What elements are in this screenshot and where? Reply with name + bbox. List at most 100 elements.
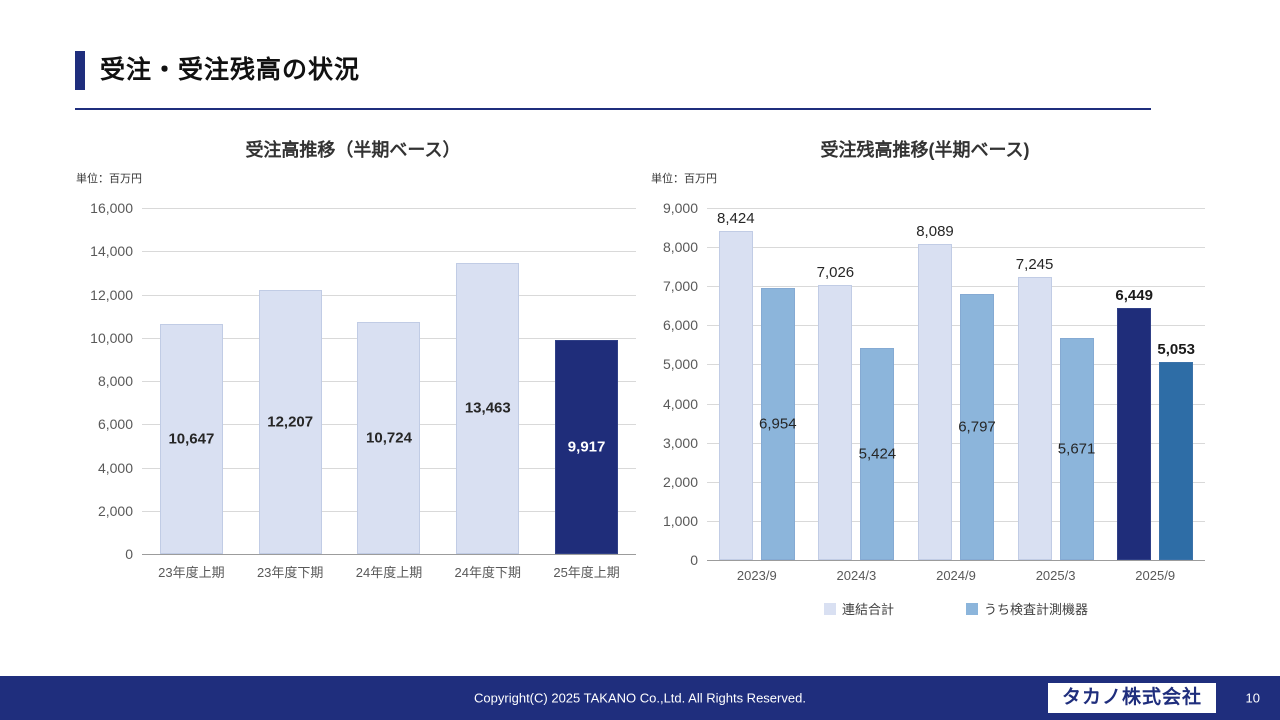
bar: 5,671 [1057, 338, 1096, 560]
bar: 10,647 [159, 323, 223, 554]
y-axis-tick-label: 1,000 [662, 512, 698, 529]
category-slot: 13,463 [438, 208, 537, 554]
bar: 9,917 [555, 339, 619, 554]
y-axis-tick-label: 2,000 [97, 502, 133, 519]
y-axis-tick-label: 2,000 [662, 473, 698, 490]
footer-bar: Copyright(C) 2025 TAKANO Co.,Ltd. All Ri… [0, 676, 1280, 720]
bars-area: 10,647 12,207 10,724 13,463 9,917 [142, 208, 636, 554]
x-axis-category-label: 24年度下期 [454, 565, 522, 580]
legend-swatch [966, 602, 978, 615]
x-axis-category-label: 2024/9 [936, 568, 976, 583]
gridline [707, 442, 1205, 444]
bar-value-label: 5,671 [1057, 440, 1096, 458]
x-axis-category-label: 25年度上期 [553, 565, 620, 580]
bar-value-label: 7,026 [816, 264, 855, 282]
bar: 6,449 [1115, 287, 1153, 560]
category-slot: 10,724 [340, 208, 439, 554]
bar-value-label: 10,647 [168, 430, 215, 448]
category-slot: 8,424 6,954 [707, 208, 807, 560]
unit-label-backlog: 単位：百万円 [651, 173, 717, 185]
bar-value-label: 5,053 [1157, 341, 1195, 359]
gridline [707, 364, 1205, 366]
gridline [142, 208, 636, 209]
plot-area-backlog: 9,000 8,000 7,000 6,000 5,000 4,000 3,000 2,000… [663, 200, 1205, 568]
y-axis-tick-label: 4,000 [662, 395, 698, 412]
chart-title-backlog: 受注残高推移(半期ベース) [820, 140, 1030, 160]
bar-value-label: 8,089 [916, 222, 954, 240]
bar-value-label: 8,424 [717, 209, 755, 227]
category-slot: 7,026 5,424 [807, 208, 907, 560]
bar-value-label: 12,207 [267, 413, 314, 431]
title-accent-bar [75, 51, 85, 90]
bar-value-label: 6,954 [759, 415, 797, 433]
gridline [707, 481, 1205, 483]
bar: 6,954 [759, 288, 797, 560]
gridline [707, 208, 1205, 209]
chart-legend: 連結合計 うち検査計測機器 [707, 599, 1205, 618]
gridline [707, 247, 1205, 249]
category-slot: 7,245 5,671 [1006, 208, 1106, 560]
y-axis-tick-label: 14,000 [90, 243, 133, 260]
bar: 5,424 [859, 347, 896, 560]
category-slot: 8,089 6,797 [906, 208, 1006, 560]
bar-value-label: 13,463 [464, 399, 511, 417]
bar-value-label: 9,917 [567, 438, 606, 456]
plot-area-orders: 16,000 14,000 12,000 10,000 8,000 6,000 4,000 2… [90, 200, 636, 562]
gridline [707, 520, 1205, 522]
bar: 5,053 [1157, 341, 1195, 560]
y-axis-tick-label: 4,000 [97, 459, 133, 476]
page-title: 受注・受注残高の状況 [100, 56, 361, 84]
legend-item: うち検査計測機器 [966, 599, 1088, 618]
gridline [707, 560, 1205, 561]
y-axis-tick-label: 5,000 [662, 356, 698, 373]
bars-area: 8,424 6,954 7,026 5,424 8,089 6,797 7,245 5,671… [707, 208, 1205, 560]
y-axis-tick-label: 8,000 [97, 373, 133, 389]
title-underline [75, 108, 1151, 110]
gridline [142, 251, 636, 253]
legend-swatch [823, 602, 836, 615]
bar: 7,026 [817, 264, 854, 560]
bar-value-label: 7,245 [1015, 255, 1054, 273]
bar-value-label: 6,797 [958, 418, 996, 436]
bar: 13,463 [456, 262, 520, 554]
legend-item: 連結合計 [823, 599, 894, 618]
unit-label-orders: 単位：百万円 [76, 173, 142, 185]
y-axis-tick-label: 3,000 [662, 434, 698, 451]
orders-volume-chart: 受注高推移（半期ベース） 単位：百万円 16,000 14,000 12,000 10… [70, 136, 636, 581]
bar: 6,797 [958, 294, 996, 560]
legend-label: 連結合計 [841, 602, 894, 617]
bar: 8,424 [717, 210, 755, 560]
bar: 8,089 [916, 223, 954, 560]
y-axis-tick-label: 9,000 [662, 200, 698, 216]
y-axis-tick-label: 8,000 [662, 239, 698, 256]
order-backlog-chart: 受注残高推移(半期ベース) 単位：百万円 9,000 8,000 7,000 6,00… [645, 136, 1205, 618]
y-axis-tick-label: 0 [125, 546, 133, 562]
category-slot: 10,647 [142, 208, 241, 554]
page-number: 10 [1245, 690, 1260, 706]
y-axis-tick-label: 7,000 [662, 278, 698, 295]
bar-value-label: 10,724 [366, 429, 412, 447]
bar: 10,724 [357, 322, 421, 554]
x-axis-orders: 23年度上期 23年度下期 24年度上期 24年度下期 25年度上期 [142, 562, 636, 581]
bar: 7,245 [1016, 256, 1053, 560]
category-slot: 12,207 [241, 208, 340, 554]
category-slot: 6,449 5,053 [1105, 208, 1205, 560]
company-logo: タカノ株式会社 [1047, 683, 1216, 713]
x-axis-category-label: 2025/3 [1035, 568, 1076, 583]
y-axis-tick-label: 0 [690, 552, 698, 568]
x-axis-category-label: 2024/3 [836, 568, 877, 583]
category-slot: 9,917 [537, 208, 636, 554]
x-axis-category-label: 23年度下期 [256, 565, 324, 580]
x-axis-category-label: 2023/9 [736, 568, 777, 583]
x-axis-category-label: 23年度上期 [158, 565, 225, 580]
gridline [707, 403, 1205, 405]
bar: 12,207 [258, 290, 322, 554]
x-axis-category-label: 2025/9 [1135, 568, 1176, 583]
y-axis-tick-label: 6,000 [97, 416, 133, 433]
gridline [142, 294, 636, 296]
gridline [707, 286, 1205, 288]
bar-value-label: 6,449 [1115, 286, 1153, 304]
x-axis-category-label: 24年度上期 [355, 565, 423, 580]
footer-copyright: Copyright(C) 2025 TAKANO Co.,Ltd. All Ri… [474, 690, 806, 706]
